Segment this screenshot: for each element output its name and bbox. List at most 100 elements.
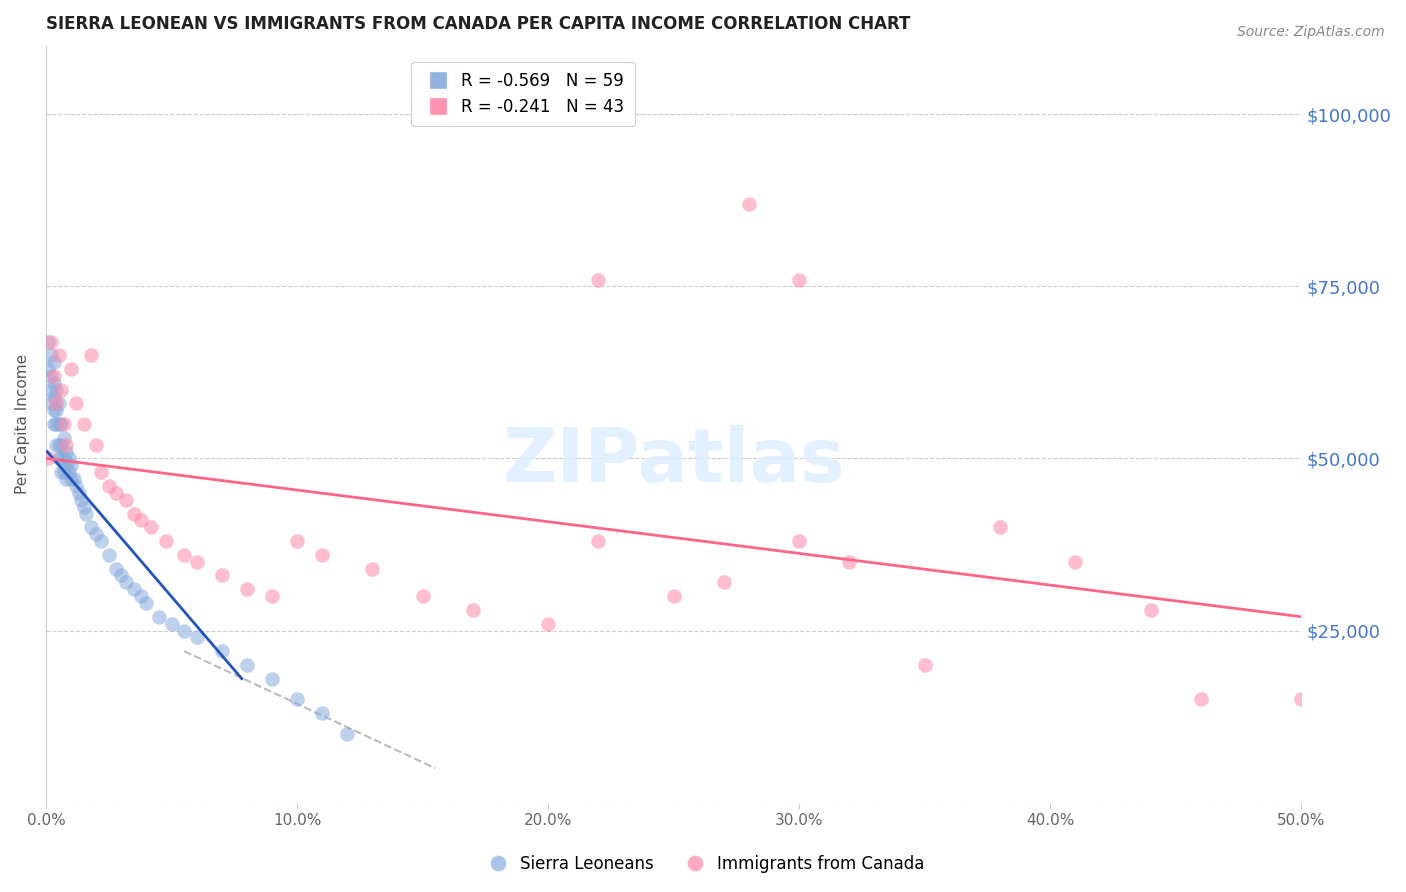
- Point: [186, 631, 208, 645]
- Point: [115, 492, 138, 507]
- Point: [45, 438, 67, 452]
- Point: [75, 507, 97, 521]
- Point: [122, 582, 145, 597]
- Point: [787, 534, 810, 549]
- Point: [39, 368, 62, 383]
- Legend: R = -0.569   N = 59, R = -0.241   N = 43: R = -0.569 N = 59, R = -0.241 N = 43: [412, 62, 634, 126]
- Point: [72, 417, 94, 431]
- Point: [311, 548, 333, 562]
- Point: [105, 486, 128, 500]
- Point: [60, 458, 83, 473]
- Point: [1291, 692, 1313, 706]
- Text: ZIPatlas: ZIPatlas: [502, 425, 845, 499]
- Point: [988, 520, 1011, 534]
- Point: [90, 534, 112, 549]
- Point: [115, 575, 138, 590]
- Point: [60, 472, 83, 486]
- Point: [39, 396, 62, 410]
- Point: [42, 417, 65, 431]
- Text: Source: ZipAtlas.com: Source: ZipAtlas.com: [1237, 25, 1385, 39]
- Point: [1189, 692, 1212, 706]
- Point: [84, 438, 107, 452]
- Point: [52, 417, 75, 431]
- Point: [48, 396, 70, 410]
- Point: [211, 568, 233, 582]
- Point: [160, 616, 183, 631]
- Point: [141, 520, 163, 534]
- Point: [131, 513, 153, 527]
- Point: [65, 479, 87, 493]
- Point: [49, 451, 72, 466]
- Point: [97, 548, 120, 562]
- Point: [236, 582, 259, 597]
- Point: [48, 438, 70, 452]
- Point: [37, 362, 59, 376]
- Point: [260, 672, 283, 686]
- Point: [838, 555, 860, 569]
- Legend: Sierra Leoneans, Immigrants from Canada: Sierra Leoneans, Immigrants from Canada: [475, 848, 931, 880]
- Point: [713, 575, 735, 590]
- Point: [1139, 603, 1161, 617]
- Y-axis label: Per Capita Income: Per Capita Income: [15, 354, 30, 494]
- Point: [662, 589, 685, 603]
- Point: [236, 657, 259, 672]
- Point: [155, 534, 177, 549]
- Point: [260, 589, 283, 603]
- Point: [67, 486, 90, 500]
- Point: [45, 396, 67, 410]
- Point: [42, 403, 65, 417]
- Point: [285, 692, 308, 706]
- Point: [148, 609, 170, 624]
- Point: [914, 657, 936, 672]
- Point: [336, 727, 359, 741]
- Point: [80, 348, 103, 362]
- Point: [45, 383, 67, 397]
- Point: [173, 548, 195, 562]
- Point: [105, 561, 128, 575]
- Point: [90, 465, 112, 479]
- Point: [39, 334, 62, 349]
- Point: [42, 355, 65, 369]
- Point: [70, 492, 93, 507]
- Point: [49, 383, 72, 397]
- Point: [60, 362, 83, 376]
- Point: [537, 616, 560, 631]
- Point: [285, 534, 308, 549]
- Point: [52, 451, 75, 466]
- Point: [58, 451, 80, 466]
- Point: [58, 465, 80, 479]
- Point: [361, 561, 384, 575]
- Point: [412, 589, 434, 603]
- Point: [49, 465, 72, 479]
- Point: [65, 396, 87, 410]
- Point: [97, 479, 120, 493]
- Point: [131, 589, 153, 603]
- Point: [80, 520, 103, 534]
- Point: [135, 596, 157, 610]
- Point: [72, 500, 94, 514]
- Point: [1064, 555, 1087, 569]
- Point: [48, 417, 70, 431]
- Point: [311, 706, 333, 720]
- Point: [48, 451, 70, 466]
- Point: [55, 458, 77, 473]
- Point: [84, 527, 107, 541]
- Point: [588, 534, 610, 549]
- Point: [39, 383, 62, 397]
- Point: [52, 465, 75, 479]
- Point: [55, 472, 77, 486]
- Point: [461, 603, 484, 617]
- Point: [55, 438, 77, 452]
- Point: [49, 438, 72, 452]
- Point: [787, 272, 810, 286]
- Point: [110, 568, 132, 582]
- Point: [62, 472, 84, 486]
- Point: [42, 390, 65, 404]
- Point: [122, 507, 145, 521]
- Point: [588, 272, 610, 286]
- Point: [211, 644, 233, 658]
- Text: SIERRA LEONEAN VS IMMIGRANTS FROM CANADA PER CAPITA INCOME CORRELATION CHART: SIERRA LEONEAN VS IMMIGRANTS FROM CANADA…: [46, 15, 910, 33]
- Point: [49, 417, 72, 431]
- Point: [55, 444, 77, 458]
- Point: [45, 417, 67, 431]
